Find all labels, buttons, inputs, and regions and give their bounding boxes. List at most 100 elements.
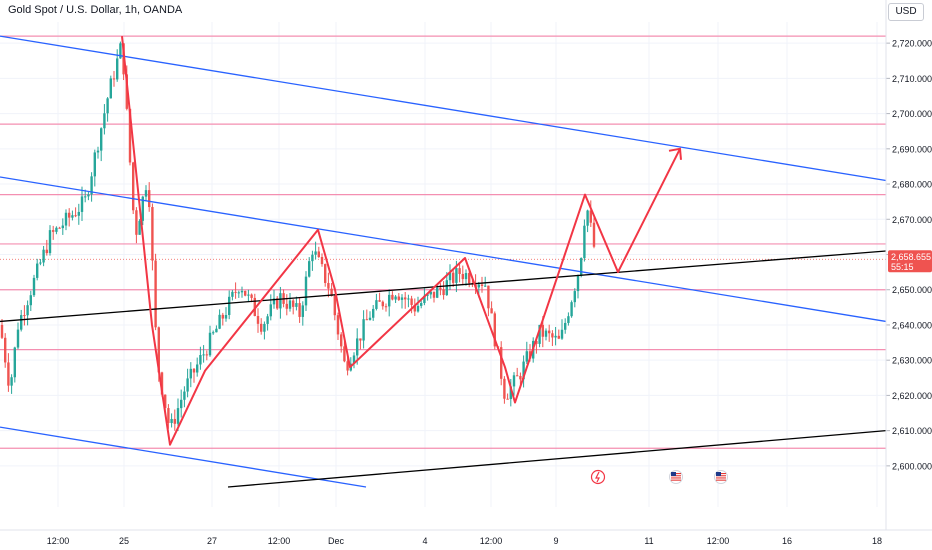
candle-body — [266, 316, 269, 324]
candle-body — [36, 263, 39, 278]
candle-body — [388, 294, 391, 307]
middle-channel-line — [0, 176, 887, 323]
currency-button[interactable]: USD — [888, 3, 924, 21]
candle-body — [103, 113, 106, 129]
y-tick-label: 2,690.000 — [892, 144, 932, 154]
y-tick-label: 2,610.000 — [892, 426, 932, 436]
candle-body — [77, 211, 80, 216]
candle-body — [186, 378, 189, 392]
candle-body — [61, 225, 64, 229]
candle-body — [423, 295, 426, 304]
candle-body — [42, 249, 45, 263]
candle-body — [256, 315, 260, 324]
candle-body — [164, 394, 167, 409]
candle-body — [317, 251, 320, 258]
us-flag-event-icon[interactable] — [669, 470, 683, 484]
candle-body — [583, 225, 586, 259]
x-tick-label: 9 — [553, 536, 558, 546]
lightning-circle — [590, 469, 606, 485]
candle-body — [269, 304, 272, 317]
candle-body — [279, 293, 282, 309]
candle-body — [448, 272, 452, 281]
candle-body — [477, 284, 480, 288]
candle-body — [314, 251, 317, 255]
candle-body — [560, 329, 564, 339]
candle-body — [359, 338, 362, 341]
candle-body — [365, 319, 368, 321]
candle-body — [573, 291, 576, 303]
lower-channel-line — [0, 426, 367, 488]
candle-body — [410, 298, 413, 305]
candle-body — [576, 275, 580, 292]
horizontal-levels — [0, 35, 886, 449]
x-tick-label: 18 — [872, 536, 882, 546]
candle-body — [308, 261, 311, 277]
candle-body — [234, 291, 237, 293]
candle-body — [29, 295, 32, 306]
rising-trendline-lower — [227, 429, 887, 488]
candle-body — [90, 176, 93, 195]
candle-body — [352, 355, 356, 364]
candle-body — [394, 296, 397, 300]
candle-body — [7, 362, 10, 386]
candle-body — [519, 375, 522, 380]
candle-body — [205, 354, 208, 356]
candle-body — [525, 351, 528, 362]
upper-channel-line — [0, 35, 887, 182]
candle-body — [237, 292, 240, 294]
candle-body — [522, 361, 525, 380]
candle-body — [26, 305, 29, 316]
candle-body — [564, 322, 567, 330]
candle-body — [132, 162, 135, 211]
candle-body — [304, 276, 308, 306]
candle-body — [221, 314, 224, 319]
candle-body — [461, 273, 464, 280]
candle-body — [116, 58, 119, 80]
candle-body — [183, 391, 186, 400]
candle-body — [100, 128, 103, 151]
event-icons[interactable] — [590, 469, 728, 485]
candle-body — [436, 287, 439, 298]
flag-stripe — [671, 477, 681, 479]
candle-body — [263, 323, 266, 332]
x-tick-label: 12:00 — [707, 536, 730, 546]
candle-body — [413, 304, 416, 312]
candle-body — [480, 284, 484, 286]
candle-body — [23, 315, 26, 317]
flag-stripe — [716, 479, 726, 481]
flag-canton — [716, 472, 721, 476]
y-tick-label: 2,700.000 — [892, 109, 932, 119]
candle-body — [176, 408, 180, 424]
candle-body — [224, 315, 228, 319]
candle-body — [346, 361, 349, 371]
candle-body — [80, 196, 84, 212]
y-tick-label: 2,650.000 — [892, 285, 932, 295]
drawn-lines — [0, 35, 887, 488]
candle-body — [429, 291, 432, 295]
lightning-event-icon[interactable] — [590, 469, 606, 485]
candle-body — [333, 295, 336, 316]
candle-body — [112, 78, 116, 80]
candle-body — [160, 372, 164, 395]
candle-body — [208, 332, 212, 356]
candle-body — [458, 268, 461, 274]
candle-body — [541, 324, 544, 337]
candle-body — [544, 330, 548, 337]
candle-body — [141, 196, 144, 221]
candle-body — [548, 330, 551, 334]
candle-body — [109, 78, 112, 99]
y-tick-label: 2,670.000 — [892, 215, 932, 225]
candle-body — [71, 215, 74, 218]
candle-body — [378, 300, 381, 302]
candle-body — [468, 273, 471, 284]
candle-body — [509, 386, 512, 400]
candle-body — [96, 150, 100, 153]
candle-body — [212, 332, 215, 334]
candle-body — [64, 212, 68, 226]
candle-body — [192, 368, 196, 373]
us-flag-event-icon[interactable] — [714, 470, 728, 484]
candle-body — [400, 297, 404, 300]
candle-body — [154, 260, 157, 328]
candle-body — [215, 328, 218, 333]
